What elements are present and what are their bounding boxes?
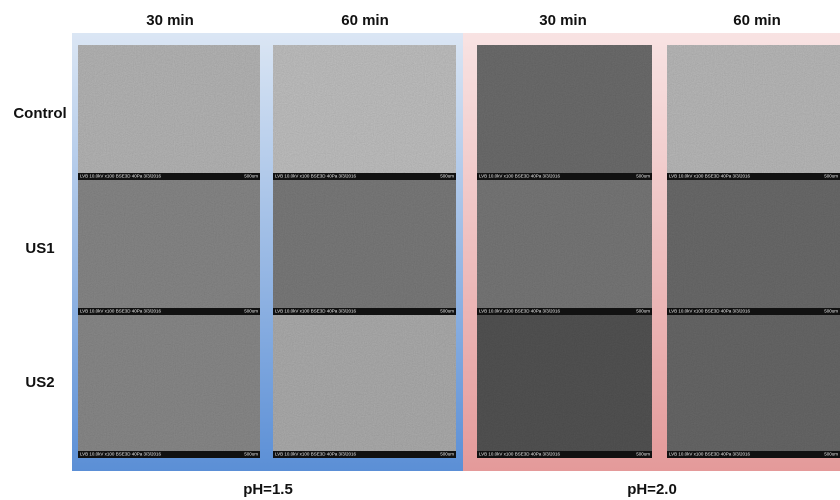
micrograph — [667, 180, 840, 315]
micrograph-scale: 500um — [636, 309, 650, 314]
micrograph-scale: 500um — [636, 174, 650, 179]
micrograph-caption: LVB 10.0kV x100 BSE3D 40Pa 3/3/2016 — [275, 452, 356, 457]
micrograph-caption: LVB 10.0kV x100 BSE3D 40Pa 3/3/2016 — [479, 452, 560, 457]
micrograph — [78, 315, 260, 458]
micrograph — [78, 45, 260, 180]
micrograph-scale: 500um — [824, 174, 838, 179]
micrograph-scale: 500um — [244, 452, 258, 457]
micrograph-caption: LVB 10.0kV x100 BSE3D 40Pa 3/3/2016 — [275, 174, 356, 179]
micrograph-caption: LVB 10.0kV x100 BSE3D 40Pa 3/3/2016 — [479, 174, 560, 179]
micrograph-scale: 500um — [824, 309, 838, 314]
micrograph — [667, 45, 840, 180]
micrograph-caption: LVB 10.0kV x100 BSE3D 40Pa 3/3/2016 — [669, 174, 750, 179]
micrograph — [78, 180, 260, 315]
group-label: pH=1.5 — [243, 481, 293, 498]
column-header: 30 min — [146, 12, 194, 29]
micrograph-caption: LVB 10.0kV x100 BSE3D 40Pa 3/3/2016 — [80, 452, 161, 457]
micrograph — [273, 45, 456, 180]
figure: LVB 10.0kV x100 BSE3D 40Pa 3/3/2016 500um… — [0, 0, 840, 500]
micrograph-caption: LVB 10.0kV x100 BSE3D 40Pa 3/3/2016 — [80, 174, 161, 179]
micrograph — [477, 45, 652, 180]
micrograph-caption: LVB 10.0kV x100 BSE3D 40Pa 3/3/2016 — [479, 309, 560, 314]
micrograph — [477, 315, 652, 458]
row-label: US1 — [25, 240, 54, 257]
micrograph — [273, 315, 456, 458]
micrograph-scale: 500um — [244, 309, 258, 314]
micrograph — [667, 315, 840, 458]
micrograph-caption: LVB 10.0kV x100 BSE3D 40Pa 3/3/2016 — [80, 309, 161, 314]
page: { "columns": ["30 min", "60 min", "30 mi… — [0, 0, 840, 500]
micrograph-scale: 500um — [824, 452, 838, 457]
micrograph — [477, 180, 652, 315]
column-header: 30 min — [539, 12, 587, 29]
micrograph-caption: LVB 10.0kV x100 BSE3D 40Pa 3/3/2016 — [669, 309, 750, 314]
row-label: US2 — [25, 374, 54, 391]
column-header: 60 min — [341, 12, 389, 29]
micrograph-scale: 500um — [440, 452, 454, 457]
micrograph-scale: 500um — [244, 174, 258, 179]
micrograph-scale: 500um — [440, 309, 454, 314]
column-header: 60 min — [733, 12, 781, 29]
micrograph — [273, 180, 456, 315]
group-label: pH=2.0 — [627, 481, 677, 498]
row-label: Control — [13, 105, 66, 122]
micrograph-scale: 500um — [636, 452, 650, 457]
micrograph-scale: 500um — [440, 174, 454, 179]
micrograph-caption: LVB 10.0kV x100 BSE3D 40Pa 3/3/2016 — [669, 452, 750, 457]
micrograph-caption: LVB 10.0kV x100 BSE3D 40Pa 3/3/2016 — [275, 309, 356, 314]
